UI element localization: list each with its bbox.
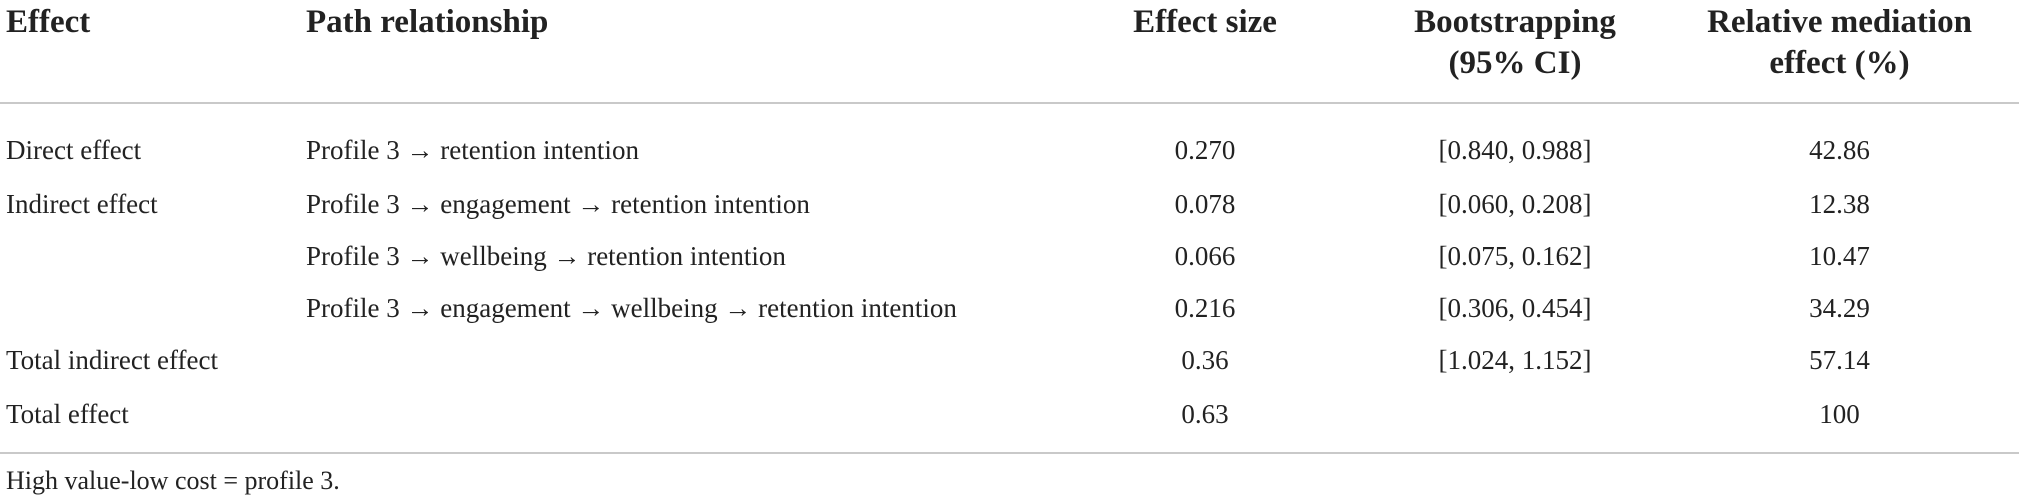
cell-effect: Direct effect: [6, 134, 142, 165]
table-body: Direct effect Profile 3 → retention inte…: [0, 103, 2019, 454]
cell-path: Profile 3 → retention intention: [306, 134, 639, 165]
cell-effect-size: 0.63: [1040, 386, 1370, 454]
cell-effect-size: 0.36: [1181, 344, 1229, 375]
table-row: Total effect 0.63 100: [0, 386, 2019, 454]
table-row: Profile 3 → wellbeing → retention intent…: [0, 230, 2019, 282]
cell-effect-size: 0.078: [1174, 188, 1236, 219]
cell-relative: 100: [1660, 386, 2019, 454]
cell-effect-size: 0.216: [1174, 292, 1236, 323]
cell-relative: 57.14: [1809, 344, 1870, 375]
cell-effect-size: 0.066: [1174, 240, 1236, 271]
cell-relative: 12.38: [1809, 188, 1870, 219]
cell-ci: [0.060, 0.208]: [1438, 188, 1592, 219]
header-bootstrapping: Bootstrapping (95% CI): [1370, 0, 1660, 104]
header-bootstrapping-line2: (95% CI): [1448, 45, 1582, 81]
header-relative-mediation: Relative mediation effect (%): [1660, 0, 2019, 104]
cell-path: Profile 3 → wellbeing → retention intent…: [306, 240, 786, 271]
cell-relative: 10.47: [1809, 240, 1870, 271]
table-row: Direct effect Profile 3 → retention inte…: [0, 103, 2019, 178]
cell-ci: [0.840, 0.988]: [1438, 134, 1592, 165]
header-bootstrapping-line1: Bootstrapping: [1414, 4, 1616, 40]
cell-ci: [0.075, 0.162]: [1438, 240, 1592, 271]
cell-effect: [0, 230, 306, 282]
cell-ci: [0.306, 0.454]: [1438, 292, 1592, 323]
header-path-relationship: Path relationship: [306, 0, 1040, 104]
cell-ci: [1.024, 1.152]: [1438, 344, 1592, 375]
cell-effect: Total effect: [0, 386, 306, 454]
mediation-table: Effect Path relationship Effect size Boo…: [0, 0, 2019, 454]
cell-effect: [0, 282, 306, 334]
cell-effect: Total indirect effect: [6, 344, 219, 375]
cell-path: [306, 386, 1040, 454]
cell-effect-size: 0.270: [1174, 134, 1236, 165]
cell-relative: 42.86: [1809, 134, 1870, 165]
table-header: Effect Path relationship Effect size Boo…: [0, 0, 2019, 104]
cell-effect: Indirect effect: [6, 188, 158, 219]
header-effect: Effect: [0, 0, 306, 104]
header-row: Effect Path relationship Effect size Boo…: [0, 0, 2019, 104]
table-row: Profile 3 → engagement → wellbeing → ret…: [0, 282, 2019, 334]
header-effect-size: Effect size: [1040, 0, 1370, 104]
header-relative-line1: Relative mediation: [1707, 4, 1972, 40]
cell-path: [306, 334, 1040, 386]
cell-relative: 34.29: [1809, 292, 1870, 323]
cell-ci: [1370, 386, 1660, 454]
table-row: Indirect effect Profile 3 → engagement →…: [0, 178, 2019, 230]
table-row: Total indirect effect 0.36 [1.024, 1.152…: [0, 334, 2019, 386]
table-footnote: High value-low cost = profile 3.: [6, 466, 340, 495]
cell-path: Profile 3 → engagement → wellbeing → ret…: [306, 292, 957, 323]
cell-path: Profile 3 → engagement → retention inten…: [306, 188, 810, 219]
header-relative-line2: effect (%): [1769, 45, 1910, 81]
